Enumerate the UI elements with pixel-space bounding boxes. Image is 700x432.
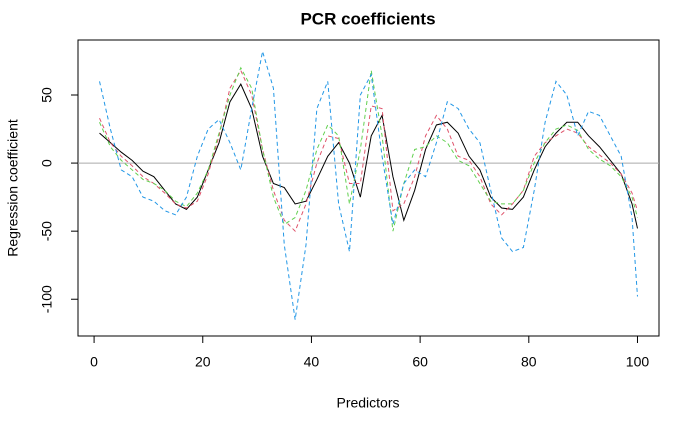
y-axis-label: Regression coefficient: [5, 119, 21, 257]
x-tick-label: 0: [90, 354, 98, 370]
y-tick-label: -100: [39, 285, 55, 313]
y-tick-label: -50: [39, 221, 55, 241]
x-tick-label: 40: [304, 354, 320, 370]
series-line: [99, 69, 638, 233]
series-line: [99, 83, 638, 229]
y-tick-label: 50: [39, 87, 55, 103]
chart-title: PCR coefficients: [300, 9, 435, 28]
x-axis-label: Predictors: [336, 395, 399, 411]
y-tick-label: 0: [39, 159, 55, 167]
series-line: [99, 51, 638, 320]
plot-box: [77, 39, 660, 337]
x-tick-label: 80: [521, 354, 537, 370]
x-tick-label: 100: [626, 354, 650, 370]
series-line: [99, 66, 638, 232]
x-tick-label: 20: [195, 354, 211, 370]
x-tick-label: 60: [412, 354, 428, 370]
